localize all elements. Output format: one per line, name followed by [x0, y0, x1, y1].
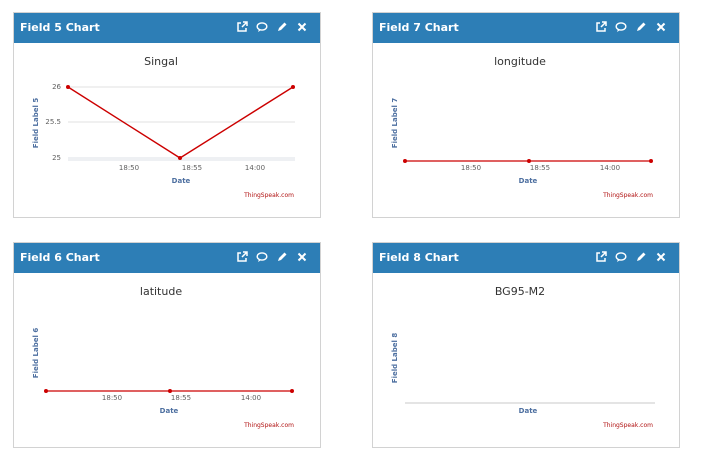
- comment-icon[interactable]: [615, 21, 627, 33]
- x-tick-label: 18:55: [171, 394, 191, 402]
- close-icon[interactable]: [296, 21, 308, 33]
- y-axis-label: Field Label 5: [32, 98, 40, 149]
- chart-panel-field7: Field 7 Chart longitude 18:50 18:55 14:0…: [372, 12, 680, 218]
- comment-icon[interactable]: [615, 251, 627, 263]
- chart-area: longitude 18:50 18:55 14:00 Date Field L…: [391, 55, 653, 199]
- panel-toolbar: [236, 251, 308, 263]
- y-axis-label: Field Label 8: [391, 333, 399, 384]
- credit-link[interactable]: ThingSpeak.com: [243, 422, 294, 429]
- chart-panel-field8: Field 8 Chart BG95-M2 Date Field Label 8…: [372, 242, 680, 448]
- x-axis-label: Date: [160, 407, 179, 415]
- chart-title: latitude: [140, 285, 182, 298]
- panel-header: Field 5 Chart: [14, 13, 320, 43]
- data-point[interactable]: [527, 159, 531, 163]
- chart-title: BG95-M2: [495, 285, 545, 298]
- data-point[interactable]: [290, 389, 294, 393]
- panel-header: Field 7 Chart: [373, 13, 679, 43]
- data-point[interactable]: [403, 159, 407, 163]
- chart-title: Singal: [144, 55, 178, 68]
- close-icon[interactable]: [296, 251, 308, 263]
- pencil-icon[interactable]: [635, 251, 647, 263]
- data-point[interactable]: [291, 85, 295, 89]
- x-tick-label: 18:50: [119, 164, 139, 172]
- chart-area: Singal 26 25.5 25 18:50 18:55 14:00 Date…: [32, 55, 295, 199]
- x-tick-label: 18:55: [530, 164, 550, 172]
- x-tick-label: 18:50: [461, 164, 481, 172]
- data-point[interactable]: [178, 156, 182, 160]
- data-point[interactable]: [168, 389, 172, 393]
- panel-title: Field 8 Chart: [379, 251, 459, 264]
- comment-icon[interactable]: [256, 251, 268, 263]
- external-link-icon[interactable]: [236, 251, 248, 263]
- external-link-icon[interactable]: [595, 251, 607, 263]
- x-tick-label: 18:55: [182, 164, 202, 172]
- external-link-icon[interactable]: [595, 21, 607, 33]
- data-point[interactable]: [649, 159, 653, 163]
- y-axis-label: Field Label 7: [391, 98, 399, 149]
- y-tick-label: 25: [52, 154, 61, 162]
- x-tick-label: 14:00: [600, 164, 620, 172]
- panel-toolbar: [236, 21, 308, 33]
- close-icon[interactable]: [655, 251, 667, 263]
- chart-area: latitude 18:50 18:55 14:00 Date Field La…: [32, 285, 294, 429]
- x-axis-label: Date: [172, 177, 191, 185]
- credit-link[interactable]: ThingSpeak.com: [602, 422, 653, 429]
- data-point[interactable]: [66, 85, 70, 89]
- data-point[interactable]: [44, 389, 48, 393]
- chart-panel-field5: Field 5 Chart Singal 26 25.5 25 18:50 18…: [13, 12, 321, 218]
- x-axis-label: Date: [519, 407, 538, 415]
- panel-toolbar: [595, 21, 667, 33]
- chart-area: BG95-M2 Date Field Label 8 ThingSpeak.co…: [391, 285, 655, 429]
- panel-title: Field 6 Chart: [20, 251, 100, 264]
- panel-header: Field 6 Chart: [14, 243, 320, 273]
- y-tick-label: 25.5: [45, 118, 61, 126]
- close-icon[interactable]: [655, 21, 667, 33]
- x-tick-label: 18:50: [102, 394, 122, 402]
- pencil-icon[interactable]: [276, 21, 288, 33]
- x-tick-label: 14:00: [245, 164, 265, 172]
- credit-link[interactable]: ThingSpeak.com: [243, 192, 294, 199]
- y-axis-label: Field Label 6: [32, 328, 40, 379]
- external-link-icon[interactable]: [236, 21, 248, 33]
- panel-title: Field 5 Chart: [20, 21, 100, 34]
- y-tick-label: 26: [52, 83, 61, 91]
- pencil-icon[interactable]: [276, 251, 288, 263]
- pencil-icon[interactable]: [635, 21, 647, 33]
- panel-title: Field 7 Chart: [379, 21, 459, 34]
- credit-link[interactable]: ThingSpeak.com: [602, 192, 653, 199]
- x-axis-label: Date: [519, 177, 538, 185]
- panel-toolbar: [595, 251, 667, 263]
- x-tick-label: 14:00: [241, 394, 261, 402]
- chart-title: longitude: [494, 55, 546, 68]
- chart-panel-field6: Field 6 Chart latitude 18:50 18:55 14:00…: [13, 242, 321, 448]
- comment-icon[interactable]: [256, 21, 268, 33]
- panel-header: Field 8 Chart: [373, 243, 679, 273]
